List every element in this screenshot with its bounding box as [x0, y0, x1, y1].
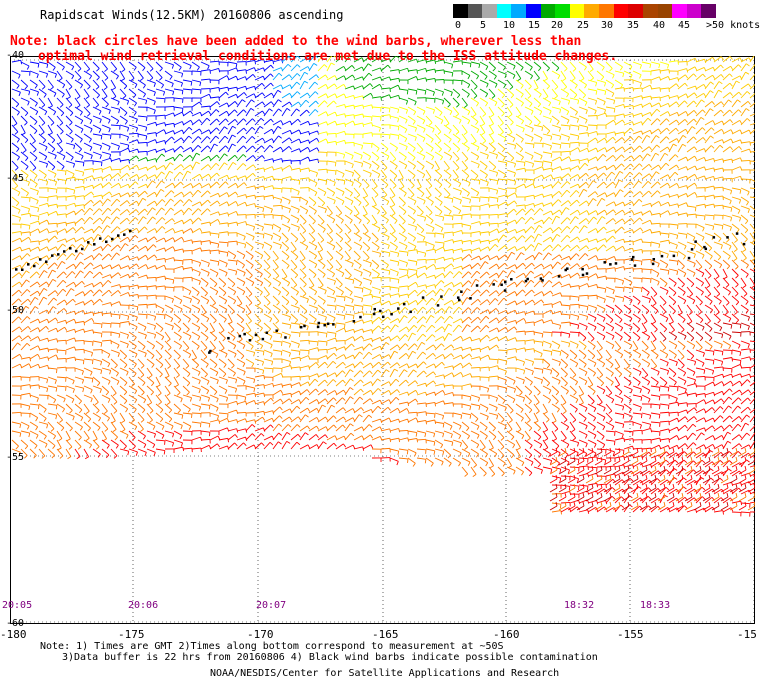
legend-swatch — [540, 4, 556, 18]
time-label-2007: 20:07 — [256, 600, 287, 611]
lat-label-40s: -40 — [6, 50, 25, 61]
legend-label: 25 — [577, 20, 590, 31]
legend-swatch — [526, 4, 541, 18]
wind-speed-color-legend — [453, 4, 716, 18]
legend-swatch — [511, 4, 527, 18]
lat-label-60s: -60 — [6, 618, 25, 629]
note-line-1: Note: black circles have been added to t… — [10, 34, 582, 49]
legend-swatch — [453, 4, 468, 18]
wind-barb-map — [10, 56, 755, 624]
lat-label-50s: -50 — [6, 305, 25, 316]
legend-swatch — [628, 4, 643, 18]
time-label-2006: 20:06 — [128, 600, 159, 611]
legend-swatch — [467, 4, 483, 18]
time-label-1833: 18:33 — [640, 600, 671, 611]
legend-swatch — [569, 4, 585, 18]
legend-swatch — [496, 4, 512, 18]
legend-label: 30 — [601, 20, 614, 31]
legend-swatch — [599, 4, 614, 18]
legend-label: 45 — [678, 20, 691, 31]
legend-swatch — [701, 4, 716, 18]
time-label-2005: 20:05 — [2, 600, 33, 611]
legend-swatch — [555, 4, 570, 18]
page-title: Rapidscat Winds(12.5KM) 20160806 ascendi… — [40, 8, 344, 22]
legend-label: 15 — [528, 20, 541, 31]
lat-label-45s: -45 — [6, 173, 25, 184]
lat-label-55s: -55 — [6, 452, 25, 463]
legend-swatch — [657, 4, 673, 18]
time-label-1832: 18:32 — [564, 600, 595, 611]
lon-label-150: -15 — [737, 628, 757, 641]
legend-label: 20 — [551, 20, 564, 31]
wind-barbs — [11, 56, 755, 517]
legend-label: >50 knots — [706, 20, 760, 31]
map-frame — [10, 56, 755, 624]
lon-label-160: -160 — [493, 628, 520, 641]
legend-swatch — [613, 4, 629, 18]
footer-note-2: 3)Data buffer is 22 hrs from 20160806 4)… — [62, 652, 598, 663]
legend-swatch — [482, 4, 497, 18]
contamination-markers — [15, 229, 746, 354]
footer-credit: NOAA/NESDIS/Center for Satellite Applica… — [210, 668, 560, 679]
legend-label: 40 — [653, 20, 666, 31]
lon-label-165: -165 — [372, 628, 399, 641]
legend-label: 5 — [480, 20, 487, 31]
lon-label-175: -175 — [118, 628, 145, 641]
note-line-2: optimal wind retrieval conditions are me… — [38, 49, 618, 64]
legend-swatch — [642, 4, 658, 18]
contamination-note: Note: black circles have been added to t… — [10, 34, 617, 64]
lon-label-170: -170 — [247, 628, 274, 641]
lon-label-180: -180 — [0, 628, 27, 641]
legend-swatch — [686, 4, 702, 18]
legend-label: 0 — [455, 20, 462, 31]
legend-label: 35 — [627, 20, 640, 31]
lon-label-155: -155 — [617, 628, 644, 641]
legend-label: 10 — [503, 20, 516, 31]
footer-note-1: Note: 1) Times are GMT 2)Times along bot… — [40, 641, 504, 652]
legend-swatch — [584, 4, 600, 18]
legend-swatch — [672, 4, 687, 18]
